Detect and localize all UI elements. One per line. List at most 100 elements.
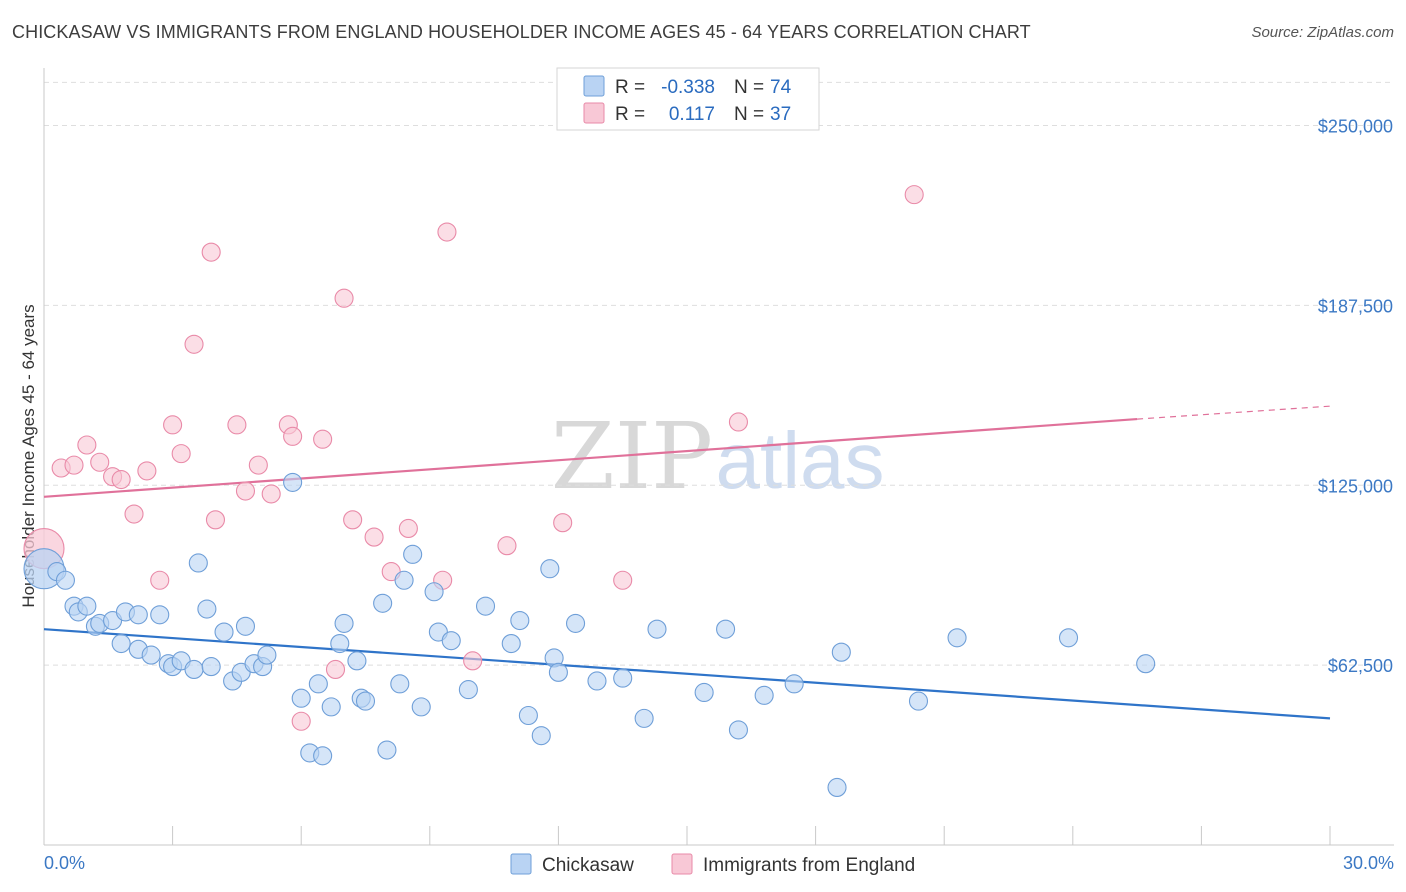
- legend-r-label-1: R =: [615, 77, 645, 98]
- chickasaw-point-36: [334, 613, 354, 633]
- y-tick-label-1: $125,000: [1318, 476, 1393, 496]
- bottom-legend-label-chickasaw: Chickasaw: [542, 855, 634, 876]
- gridlines: [44, 81, 1394, 666]
- chickasaw-point-71: [947, 628, 967, 648]
- chickasaw-point-43: [394, 570, 414, 590]
- england-point-3: [77, 435, 97, 455]
- chickasaw-point-39: [355, 691, 376, 711]
- chickasaw-point-49: [458, 680, 478, 700]
- england-point-32: [497, 536, 517, 556]
- chickasaw-point-33: [313, 746, 333, 766]
- trend-lines: [43, 405, 1331, 720]
- bottom-legend-swatch-chickasaw: [510, 853, 532, 875]
- england-point-7: [124, 504, 144, 524]
- bottom-legend-swatch-england: [671, 853, 693, 875]
- legend-n-value-2: 37: [770, 104, 791, 125]
- england-point-26: [364, 527, 384, 547]
- source-credit: Source: ZipAtlas.com: [1251, 24, 1394, 41]
- chickasaw-point-66: [754, 685, 774, 705]
- chickasaw-point-72: [1058, 628, 1079, 648]
- chickasaw-point-44: [403, 544, 423, 564]
- england-point-9: [150, 570, 170, 590]
- x-ticks: [43, 826, 1331, 845]
- chickasaw-point-20: [197, 599, 217, 619]
- chickasaw-point-25: [235, 616, 256, 636]
- y-tick-label-2: $187,500: [1318, 296, 1393, 316]
- chickasaw-point-64: [716, 619, 736, 639]
- chickasaw-point-65: [728, 720, 748, 740]
- england-point-17: [248, 455, 268, 475]
- england-point-35: [728, 412, 748, 432]
- chickasaw-point-60: [613, 668, 633, 688]
- chickasaw-point-54: [531, 726, 551, 746]
- england-point-33: [553, 513, 573, 533]
- x-tick-label-min: 0.0%: [44, 853, 85, 873]
- legend-r-value-2: 0.117: [669, 104, 715, 125]
- england-point-22: [313, 429, 333, 449]
- legend-swatch-england: [583, 102, 605, 124]
- legend-swatch-chickasaw: [583, 75, 605, 97]
- england-point-18: [261, 484, 281, 504]
- chickasaw-point-50: [475, 596, 496, 616]
- chickasaw-point-57: [548, 662, 568, 682]
- legend-n-label-2: N =: [734, 104, 764, 125]
- legend-bottom: Chickasaw Immigrants from England: [510, 853, 915, 876]
- england-point-4: [90, 452, 110, 472]
- chickasaw-point-61: [634, 708, 654, 728]
- bottom-legend-label-england: Immigrants from England: [703, 855, 915, 876]
- england-point-10: [163, 415, 183, 435]
- england-point-2: [64, 455, 84, 475]
- chickasaw-point-35: [330, 634, 350, 654]
- y-tick-label-3: $250,000: [1318, 117, 1393, 137]
- chickasaw-point-58: [565, 613, 586, 633]
- legend-top: R = -0.338 N = 74 R = 0.117 N = 37: [556, 67, 820, 131]
- chickasaw-point-22: [214, 622, 234, 642]
- chickasaw-point-13: [141, 645, 161, 665]
- chickasaw-point-29: [283, 472, 303, 492]
- trend-line-england: [43, 417, 1138, 498]
- chickasaw-point-59: [587, 671, 607, 691]
- legend-n-value-1: 74: [770, 77, 792, 98]
- england-point-6: [111, 469, 131, 490]
- chickasaw-point-67: [784, 674, 804, 694]
- chickasaw-point-51: [501, 634, 521, 654]
- chickasaw-point-14: [150, 605, 170, 625]
- x-tick-label-max: 30.0%: [1343, 853, 1394, 873]
- england-point-8: [137, 461, 157, 481]
- chickasaw-point-18: [184, 659, 204, 680]
- chickasaw-point-45: [411, 697, 431, 717]
- chickasaw-point-46: [424, 582, 444, 602]
- england-point-12: [184, 334, 204, 354]
- england-point-21: [291, 711, 311, 731]
- chickasaw-point-11: [111, 634, 131, 654]
- chickasaw-point-32: [308, 674, 328, 694]
- chickasaw-point-41: [377, 740, 397, 760]
- chickasaw-point-5: [77, 596, 97, 616]
- trend-line-chickasaw: [43, 628, 1331, 720]
- legend-r-value-1: -0.338: [661, 77, 715, 98]
- england-point-23: [325, 659, 346, 680]
- trend-line-england-extension: [1137, 405, 1331, 420]
- england-point-25: [343, 510, 363, 530]
- chickasaw-point-10: [128, 605, 148, 625]
- chickasaw-point-69: [831, 642, 851, 662]
- chickasaw-point-19: [188, 553, 208, 573]
- watermark-atlas: atlas: [716, 416, 885, 505]
- chickasaw-point-68: [827, 777, 847, 797]
- chickasaw-point-42: [390, 674, 410, 694]
- chickasaw-point-28: [257, 645, 277, 665]
- series-chickasaw-points: [23, 472, 1156, 797]
- chickasaw-point-21: [201, 657, 221, 677]
- england-point-16: [235, 481, 256, 501]
- england-point-20: [283, 426, 303, 446]
- chickasaw-point-62: [647, 619, 667, 639]
- england-point-36: [904, 185, 924, 205]
- chickasaw-point-73: [1136, 654, 1156, 674]
- chickasaw-point-30: [291, 688, 311, 708]
- y-tick-label-0: $62,500: [1328, 656, 1393, 676]
- england-point-11: [171, 444, 191, 464]
- england-point-30: [437, 222, 457, 242]
- chickasaw-point-37: [347, 651, 367, 671]
- england-point-24: [334, 288, 354, 308]
- legend-r-label-2: R =: [615, 104, 645, 125]
